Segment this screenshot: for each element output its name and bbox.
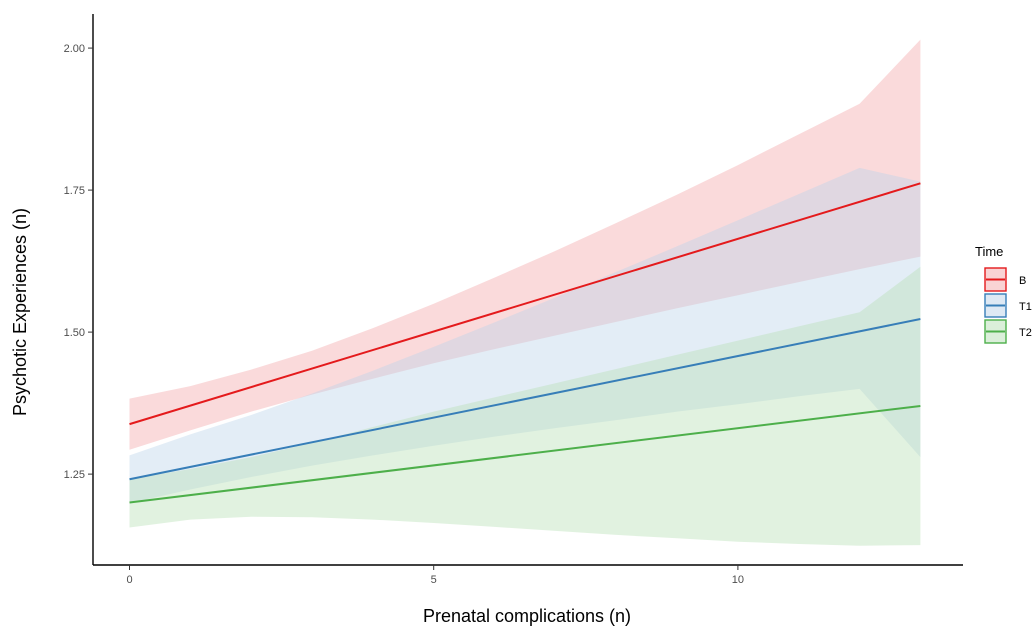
line-t2 — [129, 404, 921, 504]
band-t2 — [129, 266, 921, 546]
x-tick-label: 5 — [431, 574, 437, 586]
line-b — [129, 182, 921, 426]
band-t1 — [129, 167, 921, 504]
y-tick-label: 1.75 — [64, 185, 85, 197]
line-t1 — [129, 318, 921, 481]
regression-lines — [129, 182, 921, 504]
legend-label-t1: T1 — [1019, 301, 1032, 313]
y-axis-title: Psychotic Experiences (n) — [10, 208, 30, 416]
x-tick-label: 10 — [732, 574, 744, 586]
x-axis-title: Prenatal complications (n) — [423, 606, 631, 626]
band-b — [129, 39, 921, 450]
x-tick-label: 0 — [126, 574, 132, 586]
legend-label-b: B — [1019, 275, 1026, 287]
y-tick-label: 1.25 — [64, 469, 85, 481]
legend-label-t2: T2 — [1019, 327, 1032, 339]
confidence-bands — [129, 39, 921, 546]
legend: Time B T1 T2 — [975, 244, 1032, 344]
y-tick-label: 1.50 — [64, 327, 85, 339]
legend-title: Time — [975, 244, 1003, 259]
axes: 1.25 1.50 1.75 2.00 0 5 10 — [64, 14, 963, 586]
y-tick-label: 2.00 — [64, 43, 85, 55]
